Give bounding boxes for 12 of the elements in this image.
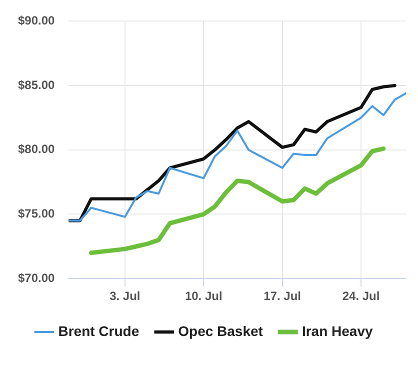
y-tick-label: $90.00 xyxy=(18,14,56,28)
y-tick-label: $85.00 xyxy=(18,78,56,92)
x-tick-label: 17. Jul xyxy=(264,289,302,304)
y-tick-label: $80.00 xyxy=(18,142,56,156)
x-tick-label: 24. Jul xyxy=(342,289,380,304)
y-tick-label: $75.00 xyxy=(18,206,56,221)
legend-label: Iran Heavy xyxy=(302,322,373,339)
x-tick-label: 3. Jul xyxy=(110,289,140,304)
legend-label: Opec Basket xyxy=(178,322,264,339)
x-tick-label: 10. Jul xyxy=(184,289,222,304)
y-tick-label: $70.00 xyxy=(18,270,56,285)
legend-label: Brent Crude xyxy=(58,322,140,339)
